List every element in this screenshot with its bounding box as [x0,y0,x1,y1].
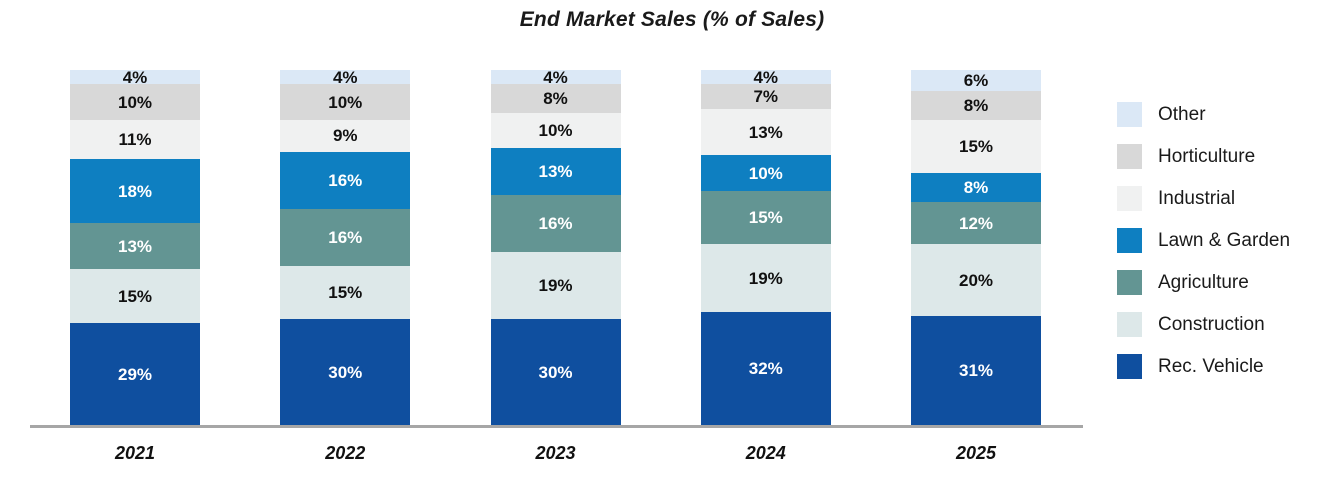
legend: Other Horticulture Industrial Lawn & Garden… [1117,102,1290,396]
bar-segment-agriculture: 16% [280,208,411,266]
bar-segment-agriculture: 16% [490,194,621,252]
x-axis-line [30,425,1083,428]
legend-item-horticulture: Horticulture [1117,144,1290,169]
bar-segment-rec-vehicle: 31% [911,315,1041,426]
legend-swatch-construction [1117,312,1142,337]
bar-segment-lawn-garden: 10% [700,155,831,191]
bar-2021: 4% 10% 11% 18% 13% 15% 29% [70,68,200,426]
bar-segment-lawn-garden: 18% [70,158,200,224]
legend-label-industrial: Industrial [1158,187,1236,209]
bar-segment-agriculture: 12% [911,201,1041,245]
bars-area: 4% 10% 11% 18% 13% 15% 29% 4% 10% 9% 16% 16% 15% 30% 4… [70,68,1041,426]
bar-segment-other: 4% [700,68,831,86]
legend-label-agriculture: Agriculture [1158,271,1249,293]
bar-segment-other: 6% [911,70,1041,92]
bar-segment-industrial: 9% [280,119,411,152]
x-tick-2024: 2024 [745,443,786,463]
legend-swatch-other [1117,102,1142,127]
bar-segment-other: 4% [70,68,200,86]
bar-2024: 4% 7% 13% 10% 15% 19% 32% [700,68,831,426]
bar-segment-construction: 20% [911,244,1041,316]
bar-segment-lawn-garden: 16% [280,151,411,209]
bar-segment-other: 4% [280,68,411,86]
legend-item-construction: Construction [1117,312,1290,337]
bar-segment-industrial: 10% [490,112,621,149]
bar-segment-construction: 15% [70,269,200,323]
legend-item-lawn-garden: Lawn & Garden [1117,228,1290,253]
legend-swatch-lawn-garden [1117,228,1142,253]
x-tick-2023: 2023 [535,443,576,463]
bar-segment-industrial: 13% [700,109,831,156]
chart-title: End Market Sales (% of Sales) [519,8,825,31]
legend-label-rec-vehicle: Rec. Vehicle [1158,355,1264,377]
bar-segment-rec-vehicle: 30% [490,319,621,426]
bar-segment-horticulture: 7% [700,84,831,110]
bar-segment-horticulture: 10% [70,84,200,120]
bar-segment-lawn-garden: 8% [911,173,1041,202]
bar-segment-rec-vehicle: 32% [700,312,831,426]
bar-segment-construction: 15% [280,265,411,320]
bar-segment-rec-vehicle: 29% [70,322,200,426]
bar-segment-agriculture: 15% [700,191,831,245]
bar-segment-construction: 19% [490,251,621,320]
bar-segment-industrial: 11% [70,119,200,159]
legend-label-lawn-garden: Lawn & Garden [1158,229,1291,251]
bar-segment-construction: 19% [700,244,831,313]
bar-segment-horticulture: 8% [911,91,1041,120]
legend-item-other: Other [1117,102,1290,127]
bar-segment-rec-vehicle: 30% [280,319,411,426]
legend-label-horticulture: Horticulture [1158,145,1256,167]
legend-swatch-industrial [1117,186,1142,211]
x-tick-2021: 2021 [114,443,156,463]
x-axis-labels: 2021 2022 2023 2024 2025 [70,443,1041,464]
legend-item-industrial: Industrial [1117,186,1290,211]
legend-label-construction: Construction [1158,313,1265,335]
bar-segment-agriculture: 13% [70,223,200,270]
legend-item-agriculture: Agriculture [1117,270,1290,295]
legend-item-rec-vehicle: Rec. Vehicle [1117,354,1290,379]
x-tick-2022: 2022 [325,443,366,463]
x-tick-2025: 2025 [955,443,997,463]
bar-segment-lawn-garden: 13% [490,148,621,195]
bar-segment-industrial: 15% [911,119,1041,174]
bar-segment-horticulture: 8% [490,84,621,113]
bar-segment-other: 4% [490,68,621,86]
legend-label-other: Other [1158,103,1206,125]
legend-swatch-agriculture [1117,270,1142,295]
bar-2022: 4% 10% 9% 16% 16% 15% 30% [280,68,411,426]
bar-2023: 4% 8% 10% 13% 16% 19% 30% [490,68,621,426]
bar-segment-horticulture: 10% [280,84,411,120]
legend-swatch-horticulture [1117,144,1142,169]
legend-swatch-rec-vehicle [1117,354,1142,379]
bar-2025: 6% 8% 15% 8% 12% 20% 31% [911,70,1041,426]
